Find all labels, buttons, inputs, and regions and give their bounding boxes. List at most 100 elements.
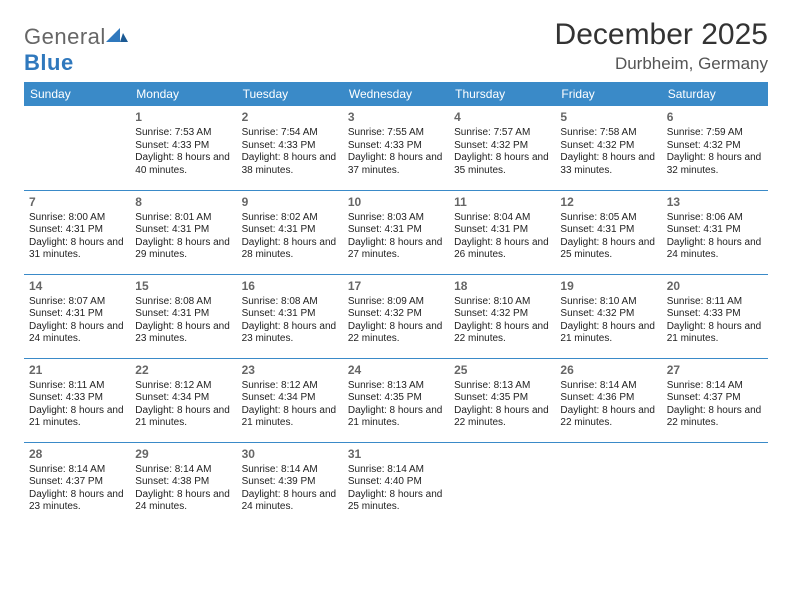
calendar-cell: 20Sunrise: 8:11 AMSunset: 4:33 PMDayligh… [662, 274, 768, 358]
day-number: 29 [135, 447, 231, 462]
calendar-cell [555, 442, 661, 526]
daylight-line: Daylight: 8 hours and 32 minutes. [667, 152, 763, 177]
day-number: 30 [242, 447, 338, 462]
day-number: 14 [29, 279, 125, 294]
calendar-cell: 6Sunrise: 7:59 AMSunset: 4:32 PMDaylight… [662, 106, 768, 190]
daylight-line: Daylight: 8 hours and 25 minutes. [348, 489, 444, 514]
sunset-line: Sunset: 4:32 PM [560, 140, 656, 153]
calendar-cell: 25Sunrise: 8:13 AMSunset: 4:35 PMDayligh… [449, 358, 555, 442]
sunrise-line: Sunrise: 8:10 AM [454, 296, 550, 309]
calendar-cell: 8Sunrise: 8:01 AMSunset: 4:31 PMDaylight… [130, 190, 236, 274]
weekday-header: Friday [555, 82, 661, 106]
calendar-table: SundayMondayTuesdayWednesdayThursdayFrid… [24, 82, 768, 526]
sunrise-line: Sunrise: 8:12 AM [242, 380, 338, 393]
sunset-line: Sunset: 4:31 PM [242, 308, 338, 321]
calendar-cell: 13 Sunrise: 8:06 AMSunset: 4:31 PMDayligh… [662, 190, 768, 274]
sunrise-line: Sunrise: 7:58 AM [560, 127, 656, 140]
title-block: December 2025 Durbheim, Germany [555, 18, 768, 74]
sunrise-line: Sunrise: 8:07 AM [29, 296, 125, 309]
daylight-line: Daylight: 8 hours and 24 minutes. [135, 489, 231, 514]
weekday-header: Monday [130, 82, 236, 106]
day-number: 19 [560, 279, 656, 294]
sunset-line: Sunset: 4:32 PM [454, 308, 550, 321]
sunrise-line: Sunrise: 8:06 AM [667, 212, 763, 225]
day-number: 17 [348, 279, 444, 294]
calendar-cell: 14Sunrise: 8:07 AMSunset: 4:31 PMDayligh… [24, 274, 130, 358]
day-number: 13 [667, 195, 763, 210]
day-number: 16 [242, 279, 338, 294]
calendar-cell: 16Sunrise: 8:08 AMSunset: 4:31 PMDayligh… [237, 274, 343, 358]
daylight-line: Daylight: 8 hours and 22 minutes. [454, 405, 550, 430]
calendar-cell [662, 442, 768, 526]
day-number: 21 [29, 363, 125, 378]
sunrise-line: Sunrise: 8:14 AM [135, 464, 231, 477]
day-number: 24 [348, 363, 444, 378]
sunset-line: Sunset: 4:31 PM [667, 224, 763, 237]
sunrise-line: Sunrise: 8:00 AM [29, 212, 125, 225]
day-number: 4 [454, 110, 550, 125]
daylight-line: Daylight: 8 hours and 25 minutes. [560, 237, 656, 262]
calendar-cell: 15Sunrise: 8:08 AMSunset: 4:31 PMDayligh… [130, 274, 236, 358]
day-number: 1 [135, 110, 231, 125]
daylight-line: Daylight: 8 hours and 22 minutes. [348, 321, 444, 346]
sunrise-line: Sunrise: 7:55 AM [348, 127, 444, 140]
calendar-row: 28Sunrise: 8:14 AMSunset: 4:37 PMDayligh… [24, 442, 768, 526]
day-number: 5 [560, 110, 656, 125]
daylight-line: Daylight: 8 hours and 21 minutes. [135, 405, 231, 430]
sunset-line: Sunset: 4:31 PM [29, 308, 125, 321]
weekday-header: Tuesday [237, 82, 343, 106]
sunrise-line: Sunrise: 8:09 AM [348, 296, 444, 309]
day-number: 2 [242, 110, 338, 125]
daylight-line: Daylight: 8 hours and 29 minutes. [135, 237, 231, 262]
calendar-cell: 28 Sunrise: 8:14 AMSunset: 4:37 PMDayligh… [24, 442, 130, 526]
sunset-line: Sunset: 4:31 PM [135, 308, 231, 321]
sunrise-line: Sunrise: 8:11 AM [29, 380, 125, 393]
sunrise-line: Sunrise: 7:57 AM [454, 127, 550, 140]
sunset-line: Sunset: 4:35 PM [454, 392, 550, 405]
sunrise-line: Sunrise: 8:14 AM [560, 380, 656, 393]
daylight-line: Daylight: 8 hours and 22 minutes. [454, 321, 550, 346]
daylight-line: Daylight: 8 hours and 22 minutes. [667, 405, 763, 430]
sunrise-line: Sunrise: 8:14 AM [29, 464, 125, 477]
page-title: December 2025 [555, 18, 768, 52]
daylight-line: Daylight: 8 hours and 31 minutes. [29, 237, 125, 262]
sunset-line: Sunset: 4:32 PM [560, 308, 656, 321]
day-number: 26 [560, 363, 656, 378]
sunrise-line: Sunrise: 8:10 AM [560, 296, 656, 309]
daylight-line: Daylight: 8 hours and 40 minutes. [135, 152, 231, 177]
daylight-line: Daylight: 8 hours and 33 minutes. [560, 152, 656, 177]
daylight-line: Daylight: 8 hours and 24 minutes. [667, 237, 763, 262]
day-number: 11 [454, 195, 550, 210]
day-number: 27 [667, 363, 763, 378]
logo-mark-icon [106, 26, 128, 44]
weekday-header: Wednesday [343, 82, 449, 106]
calendar-cell: 24Sunrise: 8:13 AMSunset: 4:35 PMDayligh… [343, 358, 449, 442]
header: General Blue December 2025 Durbheim, Ger… [24, 18, 768, 76]
calendar-cell: 26Sunrise: 8:14 AMSunset: 4:36 PMDayligh… [555, 358, 661, 442]
sunrise-line: Sunrise: 8:14 AM [348, 464, 444, 477]
calendar-cell [24, 106, 130, 190]
sunset-line: Sunset: 4:37 PM [667, 392, 763, 405]
day-number: 22 [135, 363, 231, 378]
sunset-line: Sunset: 4:37 PM [29, 476, 125, 489]
calendar-cell: 11Sunrise: 8:04 AMSunset: 4:31 PMDayligh… [449, 190, 555, 274]
day-number: 20 [667, 279, 763, 294]
daylight-line: Daylight: 8 hours and 23 minutes. [29, 489, 125, 514]
day-number: 28 [29, 447, 125, 462]
calendar-head: SundayMondayTuesdayWednesdayThursdayFrid… [24, 82, 768, 106]
sunrise-line: Sunrise: 8:04 AM [454, 212, 550, 225]
calendar-cell: 7Sunrise: 8:00 AMSunset: 4:31 PMDaylight… [24, 190, 130, 274]
calendar-row: 21Sunrise: 8:11 AMSunset: 4:33 PMDayligh… [24, 358, 768, 442]
logo-text: General Blue [24, 24, 128, 76]
sunset-line: Sunset: 4:35 PM [348, 392, 444, 405]
sunset-line: Sunset: 4:31 PM [454, 224, 550, 237]
daylight-line: Daylight: 8 hours and 21 minutes. [242, 405, 338, 430]
sunset-line: Sunset: 4:31 PM [29, 224, 125, 237]
sunrise-line: Sunrise: 8:08 AM [135, 296, 231, 309]
sunrise-line: Sunrise: 8:13 AM [454, 380, 550, 393]
sunset-line: Sunset: 4:32 PM [348, 308, 444, 321]
daylight-line: Daylight: 8 hours and 28 minutes. [242, 237, 338, 262]
logo-text-part1: General [24, 24, 106, 49]
sunrise-line: Sunrise: 7:53 AM [135, 127, 231, 140]
daylight-line: Daylight: 8 hours and 38 minutes. [242, 152, 338, 177]
